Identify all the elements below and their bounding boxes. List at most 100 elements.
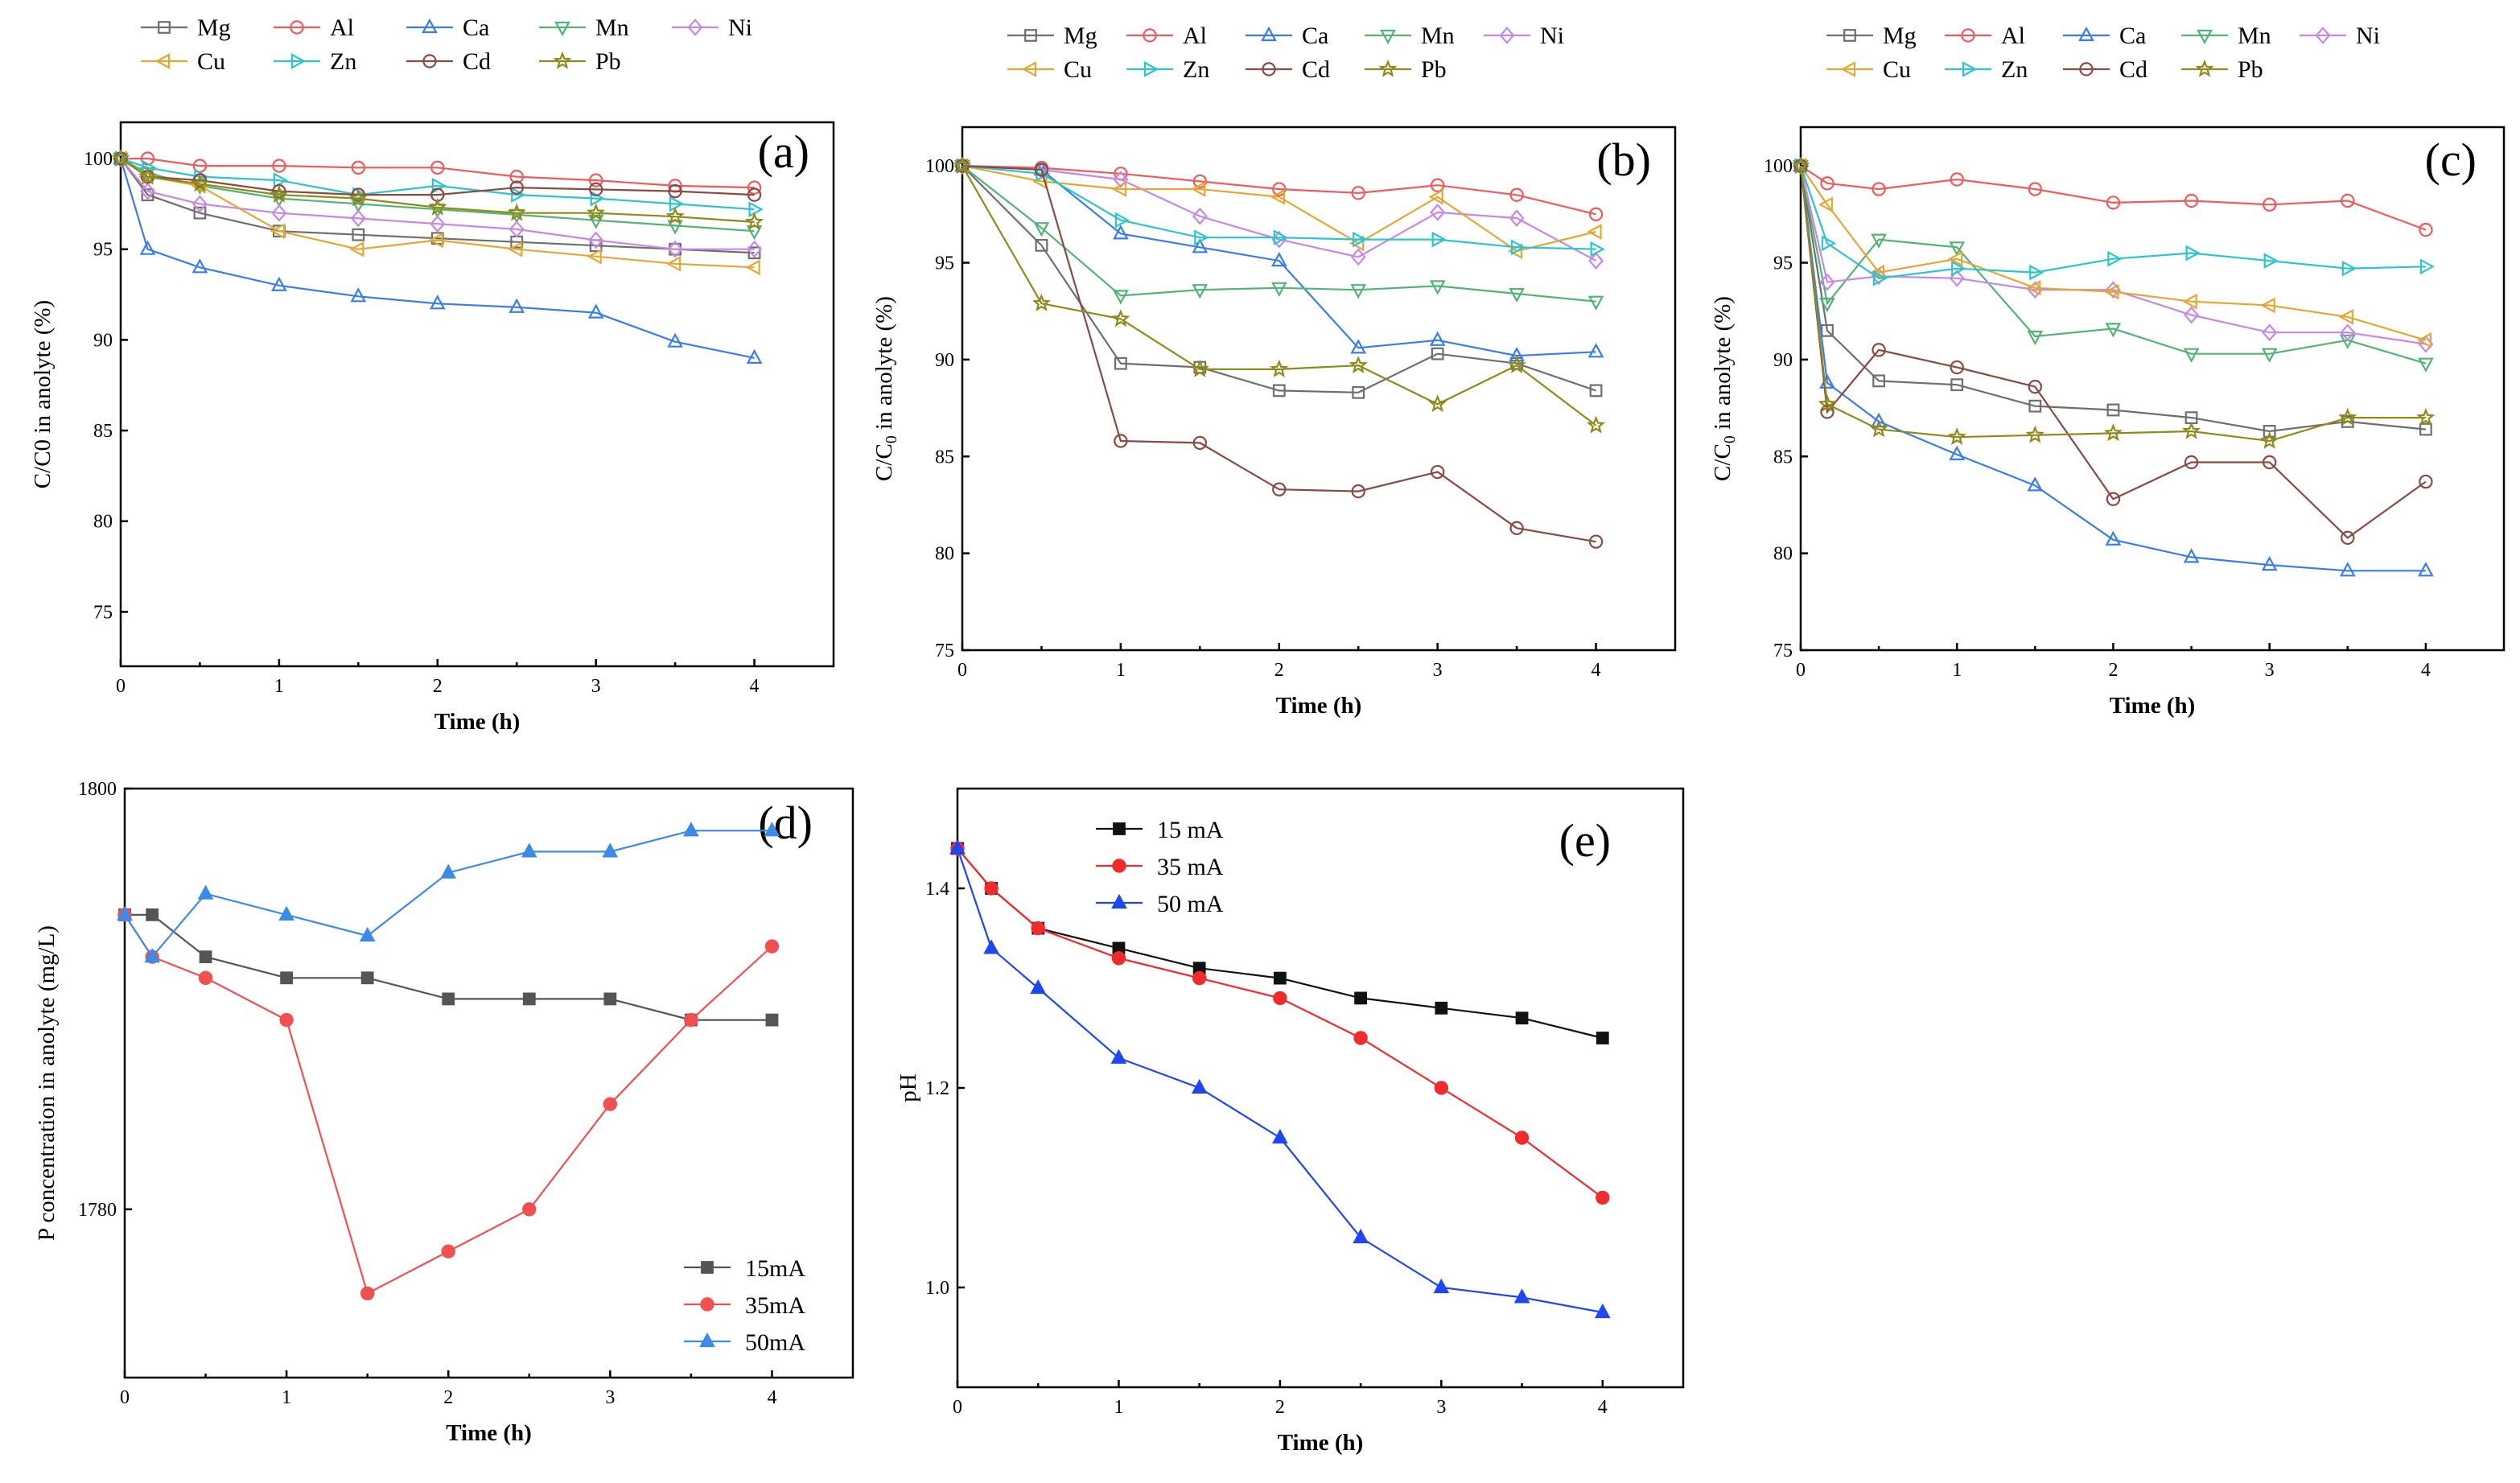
data-point [1431,347,1444,360]
data-point [2104,283,2119,300]
data-point [279,1012,294,1028]
chart-c: 0 1 2 3 4 75 80 85 90 95 100 Time (h) C/C0 in anolyt… [1710,23,2506,719]
x-tick-label: 0 [116,676,126,697]
y-tick-label: 90 [935,350,954,371]
series-line [120,158,755,269]
x-tick-label: 1 [1114,1397,1123,1418]
series-ni [113,150,763,258]
data-point [1111,951,1126,966]
data-point [1588,207,1604,222]
data-point [1430,204,1446,221]
data-point [1791,155,1810,175]
y-tick-label: 80 [1773,544,1793,565]
data-point [2341,193,2355,208]
data-point [1509,209,1525,227]
data-point [138,167,158,185]
data-point [1949,241,1966,257]
panel-label: (b) [1596,134,1651,186]
data-point [1034,163,1049,177]
series-line [957,847,1604,1040]
data-point [139,240,156,255]
legend-label: Cd [463,48,491,75]
data-point [587,248,602,265]
legend-label: Ca [463,14,489,41]
legend-marker [687,19,703,36]
data-point [1588,252,1604,270]
series-ca [1793,156,2434,577]
data-point [747,246,761,260]
data-point [1821,235,1837,252]
data-point [1869,264,1885,281]
data-point [1949,269,1965,287]
data-point [1510,239,1526,256]
legend-label: Zn [330,48,356,75]
x-axis-label: Time (h) [1276,693,1362,719]
data-point [1192,174,1208,189]
data-point [1352,385,1365,399]
data-point [1820,176,1834,191]
data-point [1819,273,1835,291]
data-point [2339,562,2356,577]
data-point [1871,233,1887,249]
legend-label: Al [1183,23,1207,49]
data-point [1192,284,1209,299]
data-point [271,204,287,222]
legend-label: 15mA [745,1255,805,1282]
legend-marker [1961,28,1975,43]
legend-marker [2315,27,2331,44]
legend-marker [1021,61,1037,77]
data-point [1270,359,1289,377]
data-point [191,258,208,274]
data-point [2261,555,2278,571]
data-point [2419,258,2436,275]
data-point [1114,212,1130,229]
x-tick-label: 3 [1433,660,1443,681]
legend: Mg Al Ca Mn Ni Cu Zn Cd Pb [1826,23,2380,83]
y-tick-label: 85 [1773,447,1793,468]
data-point [1428,188,1443,205]
y-tick-label: 90 [93,330,113,351]
y-axis-label: P concentration in anolyte (mg/L) [34,925,60,1241]
data-point [146,908,159,921]
series-line [120,158,755,211]
data-point [1031,293,1052,311]
data-point [270,184,289,204]
series-50ma [949,839,1611,1319]
data-point [667,240,683,258]
y-axis-label: C/C0 in anolyte (%) [1710,296,1739,481]
data-point [2262,197,2277,212]
legend-label: Cu [1883,56,1911,83]
data-point [983,939,999,954]
legend-marker [1113,822,1126,835]
data-point [1033,222,1050,237]
data-point [197,884,214,900]
legend-marker [554,21,570,37]
legend-marker [1962,61,1978,77]
data-point [2028,399,2042,413]
chart-d: 0 1 2 3 4 1780 1800 Time (h) P concentration in … [34,779,854,1446]
legend-label: 50 mA [1157,891,1224,917]
legend-label: Cd [1302,56,1330,83]
data-point [441,1244,455,1258]
data-point [1434,1081,1449,1095]
data-point [2183,548,2200,563]
legend-marker [2078,26,2094,42]
series-line [1799,165,2427,365]
series-line [961,165,1596,250]
data-point [522,992,536,1006]
data-point [2185,245,2201,262]
data-point [1872,374,1886,388]
data-point [1430,178,1445,192]
legend-marker [290,20,304,35]
data-point [1590,241,1605,257]
x-tick-label: 2 [2108,660,2118,681]
x-tick-label: 0 [957,660,967,681]
legend-marker [2197,29,2213,45]
series-line [961,165,1597,426]
y-tick-label: 85 [93,421,113,442]
legend-label: Ca [2119,23,2146,49]
legend-label: Al [2001,23,2025,49]
data-point [2027,330,2044,346]
series-line [1799,165,2427,539]
data-point [2103,423,2123,442]
